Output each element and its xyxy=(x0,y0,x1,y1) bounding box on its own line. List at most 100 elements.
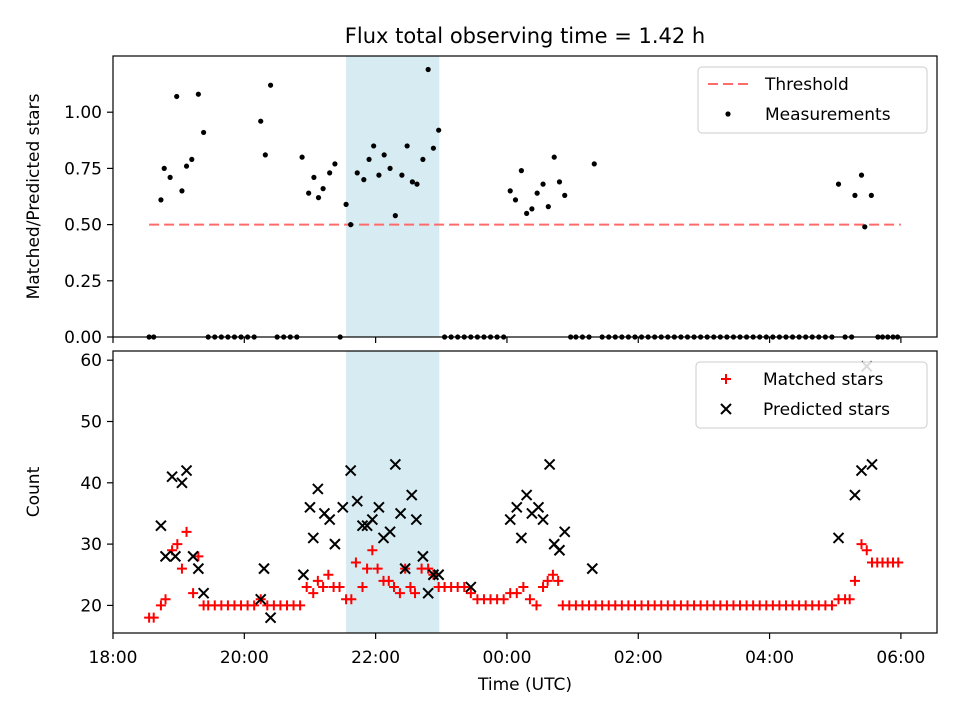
matched-point xyxy=(826,600,837,611)
measurement-point xyxy=(381,152,387,158)
measurement-point xyxy=(436,127,442,133)
matched-point xyxy=(362,563,373,574)
predicted-point xyxy=(264,611,277,624)
matched-point xyxy=(318,582,329,593)
predicted-point xyxy=(197,587,210,599)
measurement-point xyxy=(518,168,524,174)
matched-point xyxy=(893,557,904,568)
legend-label: Measurements xyxy=(765,105,891,125)
x-tick-label: 04:00 xyxy=(745,648,794,668)
x-axis-label: Time (UTC) xyxy=(477,675,572,695)
measurement-point xyxy=(387,165,393,171)
predicted-point xyxy=(307,532,319,544)
measurement-point xyxy=(835,181,842,187)
matched-point xyxy=(383,575,394,586)
measurement-point xyxy=(167,174,173,180)
measurement-point xyxy=(420,156,426,163)
measurement-point xyxy=(392,213,398,219)
matched-point xyxy=(155,600,166,611)
x-tick-label: 02:00 xyxy=(614,648,663,668)
legend-label: Matched stars xyxy=(763,370,883,390)
measurement-point xyxy=(267,82,274,88)
matched-point xyxy=(372,563,383,574)
predicted-point xyxy=(180,464,193,477)
predicted-point xyxy=(586,562,599,575)
matched-point xyxy=(410,588,421,599)
predicted-point xyxy=(432,569,445,581)
measurement-point xyxy=(311,174,317,180)
measurement-point xyxy=(425,66,431,73)
x-tick-label: 22:00 xyxy=(351,648,400,668)
y-tick-label: 30 xyxy=(80,535,102,555)
x-tick-label: 00:00 xyxy=(482,648,531,668)
measurement-point xyxy=(366,156,372,163)
y-tick-label: 40 xyxy=(80,474,102,494)
predicted-point xyxy=(866,458,878,471)
measurement-point xyxy=(174,93,180,100)
measurement-point xyxy=(534,190,540,196)
matched-point xyxy=(405,582,416,593)
predicted-point xyxy=(337,501,349,514)
predicted-point xyxy=(504,513,516,526)
matched-point xyxy=(849,575,860,586)
measurement-point xyxy=(376,172,382,178)
matched-point xyxy=(547,569,558,580)
legend-box xyxy=(697,66,928,134)
bottom-panel: 20 30 40 50 60 18:00 20:00 22:00 00:00 02:00 04:00… xyxy=(24,350,938,695)
predicted-point xyxy=(312,483,324,495)
matched-point xyxy=(188,588,199,599)
x-tick-label: 06:00 xyxy=(876,648,925,668)
matched-point xyxy=(531,600,542,611)
y-tick-label: 20 xyxy=(80,596,102,616)
shaded-span xyxy=(346,56,440,337)
predicted-point xyxy=(855,464,868,477)
predicted-point xyxy=(155,520,167,532)
legend: Matched stars Predicted stars xyxy=(695,361,928,429)
predicted-point xyxy=(849,489,861,501)
legend-predicted-handle xyxy=(720,403,732,415)
matched-point xyxy=(856,539,867,550)
legend: Threshold Measurements xyxy=(697,66,928,134)
y-tick-label: 0.75 xyxy=(64,159,102,179)
predicted-point xyxy=(323,513,336,526)
measurement-point xyxy=(551,154,557,160)
predicted-point xyxy=(192,562,205,575)
matched-point xyxy=(346,594,357,605)
matched-point xyxy=(389,582,400,593)
measurement-point xyxy=(507,188,513,194)
measurement-point xyxy=(404,143,410,149)
predicted-point xyxy=(417,550,429,563)
predicted-point xyxy=(511,501,523,514)
measurement-point xyxy=(852,192,858,198)
predicted-point xyxy=(304,501,316,514)
legend-label: Threshold xyxy=(764,75,849,95)
predicted-point xyxy=(422,587,434,599)
top-panel: 0.00 0.25 0.50 0.75 1.00 Matched/Predicted st… xyxy=(24,55,938,348)
measurement-point xyxy=(183,163,190,169)
matched-point xyxy=(334,582,345,593)
measurement-point xyxy=(327,170,333,176)
measurement-point xyxy=(591,161,597,167)
matched-point xyxy=(308,588,319,599)
matched-point xyxy=(181,526,192,537)
measurement-point xyxy=(161,165,167,171)
matched-point xyxy=(553,575,564,586)
measurement-point xyxy=(862,224,868,230)
matched-point xyxy=(323,569,334,580)
matched-point xyxy=(193,551,204,562)
measurement-point xyxy=(179,188,185,194)
measurement-point xyxy=(858,172,865,178)
predicted-point xyxy=(832,532,845,544)
predicted-point xyxy=(297,569,310,581)
y-tick-label: 50 xyxy=(80,413,102,433)
y-axis-label: Count xyxy=(24,466,44,517)
predicted-point xyxy=(515,532,528,544)
matched-point xyxy=(312,575,323,586)
matched-point xyxy=(423,563,434,574)
predicted-point xyxy=(543,458,556,471)
matched-point xyxy=(542,575,553,586)
matched-point xyxy=(249,600,260,611)
predicted-point xyxy=(187,550,199,563)
measurement-point xyxy=(343,201,349,207)
